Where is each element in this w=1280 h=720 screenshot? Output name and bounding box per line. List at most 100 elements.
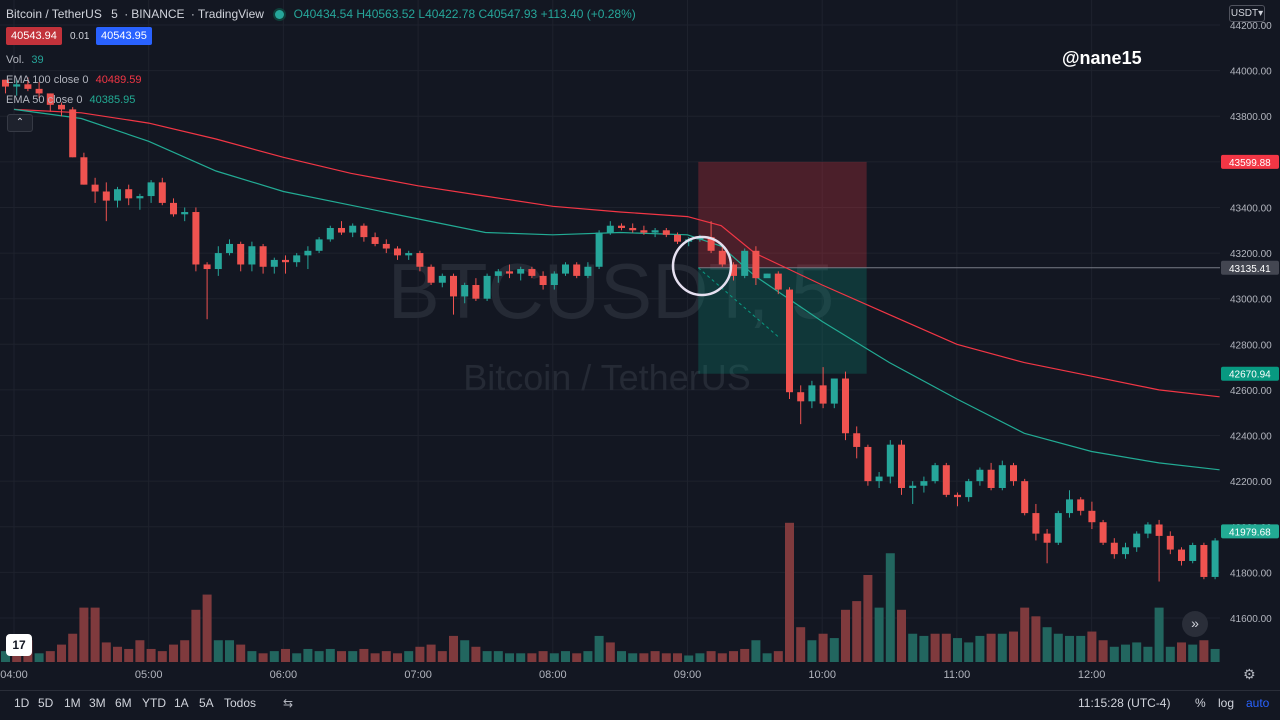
candle (1189, 542, 1197, 564)
volume-legend[interactable]: Vol. 39 (6, 54, 44, 66)
candle (853, 426, 861, 459)
scroll-right-icon[interactable]: » (1182, 611, 1208, 637)
ema50-label: EMA 50 close 0 (6, 94, 83, 106)
candle-body (920, 481, 928, 486)
symbol-interval[interactable]: 5 (111, 7, 118, 21)
volume-bar (269, 651, 279, 662)
log-toggle[interactable]: log (1218, 696, 1235, 710)
candle (662, 227, 670, 238)
candle (136, 193, 144, 210)
candle (450, 273, 457, 315)
candle (1021, 478, 1029, 516)
volume-bar (818, 633, 828, 662)
candle-body (349, 225, 357, 233)
candle (214, 246, 222, 276)
volume-bar (505, 653, 514, 662)
candle (741, 248, 749, 279)
volume-bar (101, 642, 111, 662)
candle-body (1088, 510, 1096, 523)
candle (203, 262, 211, 320)
volume-bar (1053, 633, 1063, 662)
price-axis[interactable]: 44200.0044000.0043800.0043600.0043400.00… (1220, 0, 1280, 690)
settings-icon[interactable]: ⚙ (1243, 666, 1256, 682)
candle (998, 460, 1006, 491)
tradingview-logo-icon[interactable]: 17 (6, 634, 32, 656)
volume-bar (1177, 642, 1186, 662)
short-position-tool[interactable] (697, 161, 1220, 374)
candle-body (707, 237, 715, 251)
percent-toggle[interactable]: % (1195, 696, 1206, 710)
compare-icon[interactable]: ⇆ (283, 696, 294, 710)
time-axis[interactable]: 04:00 05:00 06:00 07:00 08:00 09:00 10:00 11:00… (0, 669, 1105, 681)
timeframe-todos[interactable]: Todos (224, 696, 257, 710)
candle (170, 198, 177, 217)
volume-bar (997, 633, 1007, 662)
currency-button[interactable]: USDT▾ (1229, 5, 1265, 22)
volume-bar (874, 607, 884, 662)
ema100-legend[interactable]: EMA 100 close 0 40489.59 (6, 74, 142, 86)
candle-body (125, 189, 133, 199)
candle-body (842, 378, 849, 434)
clock[interactable]: 11:15:28 (UTC-4) (1078, 696, 1171, 710)
candle-body (1032, 513, 1040, 534)
timeframe-5d[interactable]: 5D (38, 696, 54, 710)
candle-body (282, 259, 289, 263)
candle-body (797, 392, 805, 402)
volume-bar (449, 635, 458, 662)
candle (1077, 497, 1085, 516)
time-tick-label: 05:00 (135, 669, 163, 681)
price-tick-label: 43000.00 (1230, 295, 1272, 306)
highlight-circle (671, 235, 733, 297)
ema50-legend[interactable]: EMA 50 close 0 40385.95 (6, 94, 135, 106)
candle (427, 264, 435, 286)
candle (293, 253, 301, 267)
timeframe-ytd[interactable]: YTD (142, 696, 166, 710)
timeframe-1a[interactable]: 1A (174, 696, 189, 710)
candle (808, 380, 816, 409)
annotation-circle (671, 235, 733, 297)
volume-bar (1065, 635, 1074, 662)
price-tick-label: 43200.00 (1230, 249, 1272, 260)
ohlc-high: H40563.52 (356, 7, 416, 21)
volume-bar (90, 607, 100, 662)
candle-body (550, 273, 558, 286)
sell-price-button[interactable]: 40543.94 (6, 27, 62, 45)
last-price-tag: 41979.68 (1229, 527, 1271, 538)
buy-price-button[interactable]: 40543.95 (96, 27, 152, 45)
volume-bar (1, 651, 10, 662)
candle (987, 462, 995, 491)
volume-bar (1199, 640, 1209, 662)
candle (954, 492, 961, 507)
collapse-legend-button[interactable]: ⌃ (7, 114, 33, 132)
candle (718, 246, 726, 267)
volume-bar (471, 646, 481, 662)
candle-body (898, 444, 905, 488)
timeframe-1d[interactable]: 1D (14, 696, 30, 710)
candle-body (483, 275, 491, 299)
candle-body (584, 266, 592, 276)
ema50-line (13, 108, 1220, 471)
volume-bar (325, 648, 335, 662)
candle (360, 223, 368, 242)
volume-bar (404, 651, 414, 662)
candle-body (640, 230, 648, 233)
timeframe-6m[interactable]: 6M (115, 696, 132, 710)
candle-body (326, 227, 334, 240)
candle (248, 241, 256, 272)
auto-toggle[interactable]: auto (1246, 696, 1270, 710)
candle-body (1110, 542, 1118, 555)
timeframe-3m[interactable]: 3M (89, 696, 106, 710)
candle-body (494, 271, 502, 276)
candle-body (371, 237, 379, 244)
candle (942, 462, 950, 498)
candle-body (158, 182, 166, 203)
candle (562, 262, 569, 276)
candle (1200, 542, 1208, 580)
candle-body (248, 246, 256, 265)
timeframe-5a[interactable]: 5A (199, 696, 214, 710)
timeframe-1m[interactable]: 1M (64, 696, 81, 710)
symbol-name[interactable]: Bitcoin / TetherUS (6, 7, 102, 21)
volume-bar (908, 633, 918, 662)
candle-body (875, 476, 883, 482)
